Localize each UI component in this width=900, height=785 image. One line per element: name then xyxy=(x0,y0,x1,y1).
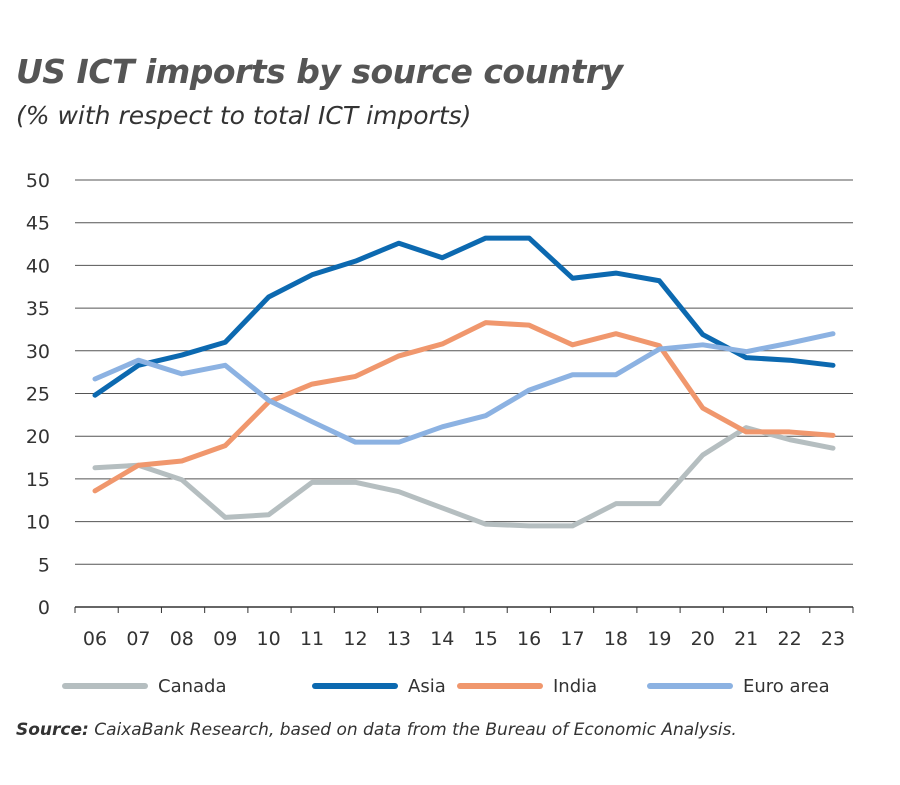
x-tick-label: 19 xyxy=(647,628,671,650)
x-tick-label: 06 xyxy=(83,628,107,650)
y-tick-label: 15 xyxy=(26,469,50,491)
y-tick-label: 5 xyxy=(38,554,50,576)
x-tick-label: 12 xyxy=(343,628,367,650)
series-line-india xyxy=(92,320,836,494)
y-tick-label: 35 xyxy=(26,298,50,320)
legend-label: Asia xyxy=(408,676,446,697)
x-tick-label: 20 xyxy=(691,628,715,650)
y-tick-label: 45 xyxy=(26,213,50,235)
legend-label: Canada xyxy=(158,676,227,697)
y-tick-label: 50 xyxy=(26,170,50,192)
y-tick-label: 20 xyxy=(26,426,50,448)
y-tick-label: 25 xyxy=(26,384,50,406)
x-tick-label: 09 xyxy=(213,628,237,650)
x-tick-label: 17 xyxy=(560,628,584,650)
y-tick-label: 0 xyxy=(38,597,50,619)
x-tick-label: 14 xyxy=(430,628,454,650)
x-tick-label: 18 xyxy=(604,628,628,650)
series-line-asia xyxy=(92,235,836,398)
chart-subtitle: (% with respect to total ICT imports) xyxy=(16,101,472,130)
y-tick-label: 30 xyxy=(26,341,50,363)
x-tick-label: 21 xyxy=(734,628,758,650)
source-label: Source: xyxy=(16,720,89,740)
x-tick-label: 23 xyxy=(821,628,845,650)
x-tick-label: 15 xyxy=(474,628,498,650)
line-chart: 0 5 10 15 20 25 30 35 40 45 50 06 07 08 09 10 11 12 13 14 15… xyxy=(26,170,854,697)
source-text: CaixaBank Research, based on data from t… xyxy=(88,720,737,740)
x-tick-label: 07 xyxy=(126,628,150,650)
x-tick-label: 08 xyxy=(170,628,194,650)
y-tick-label: 40 xyxy=(26,255,50,277)
x-tick-label: 11 xyxy=(300,628,324,650)
series-line-euro-area xyxy=(92,331,836,445)
legend-label: Euro area xyxy=(743,676,830,697)
x-tick-label: 10 xyxy=(257,628,281,650)
legend-label: India xyxy=(553,676,597,697)
y-tick-label: 10 xyxy=(26,512,50,534)
source-note: Source: CaixaBank Research, based on dat… xyxy=(16,720,737,740)
x-tick-label: 16 xyxy=(517,628,541,650)
x-tick-label: 22 xyxy=(777,628,801,650)
series-line-canada xyxy=(92,425,836,529)
x-tick-label: 13 xyxy=(387,628,411,650)
chart-title: US ICT imports by source country xyxy=(16,52,623,91)
